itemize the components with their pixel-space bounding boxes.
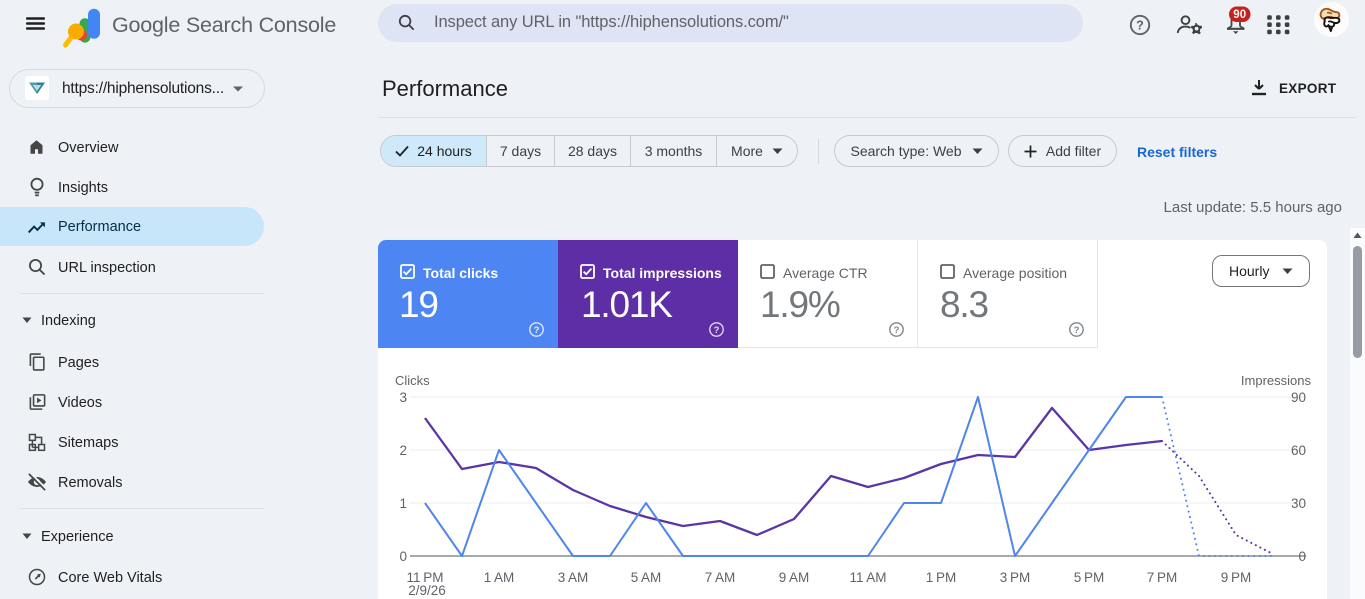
svg-text:7 PM: 7 PM xyxy=(1147,570,1177,585)
svg-text:2/9/26: 2/9/26 xyxy=(408,583,446,598)
svg-text:5 PM: 5 PM xyxy=(1074,570,1104,585)
svg-text:3 AM: 3 AM xyxy=(558,570,588,585)
svg-text:0: 0 xyxy=(1298,549,1306,564)
svg-text:?: ? xyxy=(894,325,900,336)
svg-text:90: 90 xyxy=(1233,9,1246,21)
svg-text:11 PM: 11 PM xyxy=(407,570,444,585)
svg-text:5 AM: 5 AM xyxy=(631,570,661,585)
svg-text:?: ? xyxy=(1136,19,1144,33)
svg-text:9 AM: 9 AM xyxy=(779,570,809,585)
svg-text:7 AM: 7 AM xyxy=(705,570,735,585)
svg-text:1: 1 xyxy=(399,496,407,511)
svg-text:Impressions: Impressions xyxy=(1241,373,1312,388)
svg-text:?: ? xyxy=(534,325,540,336)
svg-text:2: 2 xyxy=(399,443,407,458)
svg-text:?: ? xyxy=(1074,325,1080,336)
svg-text:?: ? xyxy=(714,325,720,336)
svg-text:1 AM: 1 AM xyxy=(484,570,514,585)
svg-text:1 PM: 1 PM xyxy=(926,570,956,585)
svg-text:9 PM: 9 PM xyxy=(1221,570,1251,585)
svg-text:0: 0 xyxy=(399,549,407,564)
svg-text:60: 60 xyxy=(1291,443,1306,458)
svg-text:3 PM: 3 PM xyxy=(1000,570,1030,585)
svg-text:30: 30 xyxy=(1291,496,1306,511)
svg-text:90: 90 xyxy=(1291,390,1306,405)
svg-text:Clicks: Clicks xyxy=(395,373,430,388)
svg-text:3: 3 xyxy=(399,390,407,405)
svg-text:11 AM: 11 AM xyxy=(850,570,887,585)
